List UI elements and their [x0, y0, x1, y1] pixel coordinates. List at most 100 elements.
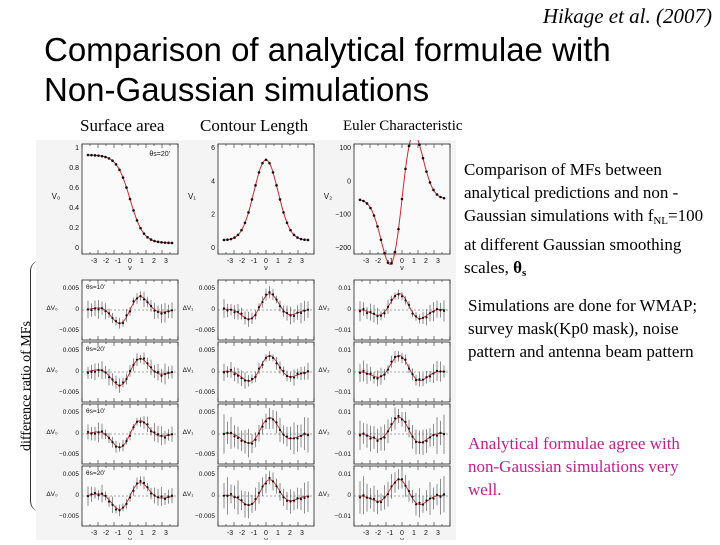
ratio-panel-point	[372, 497, 376, 500]
top-panel-1-point	[261, 161, 264, 165]
ratio-panel-ytick: 0	[211, 306, 215, 313]
ratio-panel-ytick: 0.01	[338, 471, 351, 478]
ratio-panel-point	[146, 301, 149, 304]
ratio-panel-point	[407, 427, 411, 430]
ratio-panel-point	[282, 496, 285, 499]
top-panel-annotation: θs=20'	[149, 151, 170, 158]
column-label-contour-length: Contour Length	[200, 116, 309, 135]
ratio-panel-point	[418, 378, 421, 381]
bottom-panel-2-xtick: -2	[375, 530, 381, 537]
ratio-panel-point	[365, 372, 369, 375]
slide-title: Comparison of analytical formulae with N…	[44, 30, 684, 110]
bottom-panel-2-xtick: 1	[412, 530, 416, 537]
top-panel-1-ytick: 6	[211, 145, 215, 152]
ratio-panel-point	[86, 430, 90, 434]
top-panel-0-point	[149, 238, 153, 241]
ratio-panel-point	[442, 493, 446, 496]
ratio-panel-point	[264, 420, 268, 423]
ratio-panel-ytick: 0.005	[63, 471, 80, 478]
ratio-panel-point	[149, 366, 153, 369]
top-panel-2-xtick: -2	[375, 258, 381, 265]
ratio-panel-point	[156, 496, 160, 499]
top-panel-1-xtick: -2	[239, 258, 245, 265]
ratio-panel-point	[376, 377, 379, 380]
top-panel-2-point	[442, 196, 446, 200]
ratio-panel-point	[365, 434, 369, 437]
top-panel-2-point	[432, 188, 435, 192]
ratio-panel-point	[156, 433, 160, 436]
ratio-panel-point	[160, 495, 163, 498]
top-panel-1-point	[247, 211, 250, 214]
ratio-panel-point	[275, 298, 278, 301]
top-panel-1-xtick: 2	[288, 258, 292, 265]
ratio-panel-point	[240, 439, 243, 442]
ratio-panel-point	[439, 495, 442, 498]
ratio-panel-point	[93, 370, 97, 373]
ratio-panel-point	[167, 310, 170, 313]
ratio-panel-point	[414, 315, 418, 318]
ratio-panel-point	[132, 426, 135, 429]
ratio-panel-ytick: −0.01	[335, 327, 352, 334]
ratio-panel-point	[386, 305, 390, 309]
ratio-panel-point	[383, 496, 386, 499]
ratio-panel-point	[254, 438, 257, 441]
top-panel-2-point	[383, 251, 386, 255]
ratio-panel-point	[268, 417, 271, 420]
ratio-panel-point	[250, 317, 254, 320]
ratio-panel-point	[278, 428, 282, 432]
top-panel-1-point	[275, 184, 278, 187]
ratio-panel-point	[278, 490, 282, 494]
ratio-panel-point	[386, 368, 390, 371]
ratio-panel-point	[432, 372, 435, 375]
bottom-panel-0-xtick: -2	[103, 530, 109, 537]
ratio-panel-point	[439, 309, 442, 312]
top-panel-1-point	[240, 228, 243, 232]
top-panel-0-point	[104, 155, 107, 159]
top-panel-2-point	[386, 261, 390, 264]
bottom-panel-0-xtick: 1	[140, 530, 144, 537]
ratio-row-annotation: θs=20'	[86, 346, 105, 353]
ratio-panel-ytick: −0.005	[59, 327, 79, 334]
ratio-panel-point	[93, 491, 97, 494]
ratio-panel-point	[104, 494, 107, 498]
ratio-panel-point	[139, 479, 142, 483]
ratio-panel-point	[254, 314, 257, 317]
ratio-panel-point	[365, 496, 369, 499]
top-panel-2-ytick: 100	[339, 145, 351, 152]
ratio-panel-point	[393, 481, 397, 484]
ratio-panel-point	[156, 310, 160, 314]
ratio-panel-point	[107, 376, 111, 379]
ratio-panel-point	[282, 369, 285, 373]
ratio-panel-point	[261, 300, 264, 304]
top-panel-0-ytick: 1	[75, 145, 79, 152]
ratio-panel-point	[362, 307, 365, 311]
ratio-panel-point	[404, 484, 407, 487]
top-panel-1-xtick: 0	[264, 258, 268, 265]
ratio-panel-point	[397, 355, 400, 358]
ratio-panel-point	[86, 308, 90, 311]
top-panel-1-point	[229, 237, 233, 241]
bottom-panel-1-xtick: 0	[264, 530, 268, 537]
ratio-panel-point	[229, 368, 233, 371]
top-panel-0-point	[132, 209, 135, 212]
ratio-panel-point	[282, 433, 285, 436]
top-panel-0-ytick: 0.4	[69, 205, 79, 212]
ratio-panel-point	[128, 310, 132, 313]
ratio-panel-point	[369, 437, 372, 440]
top-panel-0-point	[128, 197, 132, 201]
ratio-panel-ytick: −0.01	[335, 389, 352, 396]
top-panel-1-point	[226, 238, 229, 241]
ratio-panel-point	[163, 372, 167, 376]
top-panel-0-point	[86, 153, 90, 157]
ratio-panel-point	[397, 478, 400, 481]
ratio-panel-point	[425, 439, 428, 443]
ratio-panel-ylabel: ΔV₁	[183, 305, 195, 312]
top-panel-2-ytick: 0	[347, 178, 351, 185]
ratio-panel-point	[149, 430, 153, 433]
bottom-panel-0-xtick: -3	[91, 530, 97, 537]
top-panel-2-point	[397, 227, 400, 231]
ratio-panel-point	[243, 440, 247, 443]
top-panel-1-point	[257, 171, 261, 174]
y-axis-label: difference ratio of MFs	[19, 321, 34, 451]
ratio-panel-ytick: 0.005	[63, 285, 80, 292]
